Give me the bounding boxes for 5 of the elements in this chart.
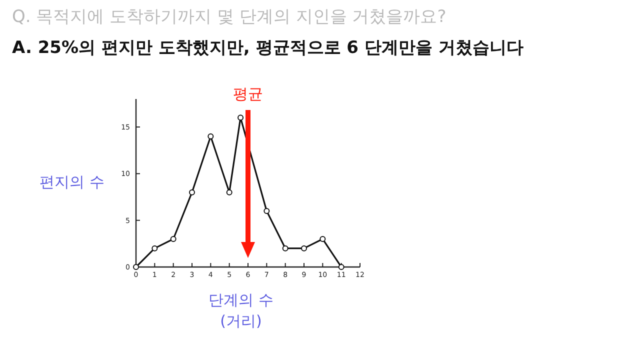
chart-subtitle: A. 25%의 편지만 도착했지만, 평균적으로 6 단계만을 거쳤습니다 xyxy=(12,38,524,58)
ref-line-label: 평균 xyxy=(233,85,263,103)
chart-title: Q. 목적지에 도착하기까지 몇 단계의 지인을 거쳤을까요? xyxy=(12,7,446,27)
x-axis-title: 단계의 수 (거리) xyxy=(208,291,274,330)
y-axis-title: 편지의 수 xyxy=(40,173,104,191)
